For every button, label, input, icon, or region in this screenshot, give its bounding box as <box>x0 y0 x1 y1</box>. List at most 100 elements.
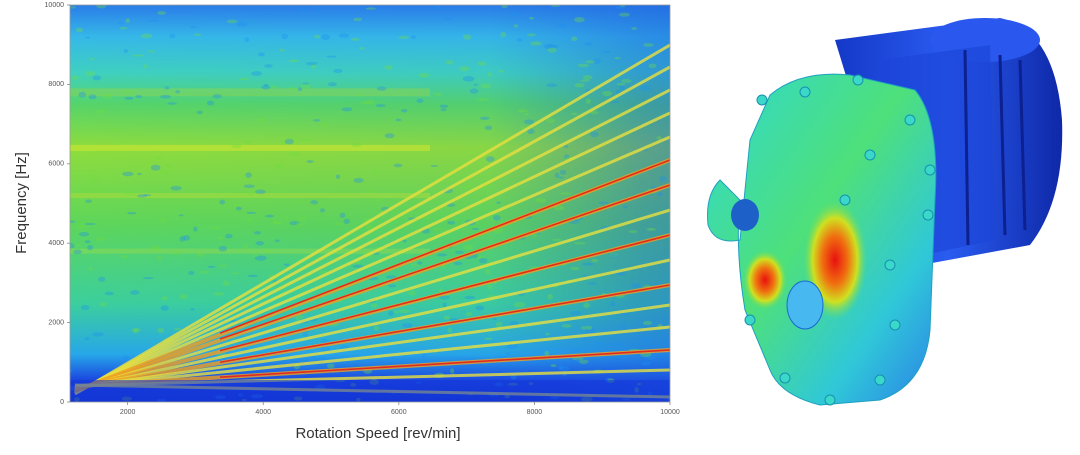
speckle <box>243 140 252 144</box>
speckle <box>610 300 616 307</box>
speckle <box>245 172 252 178</box>
speckle <box>154 156 163 160</box>
speckle <box>274 164 280 167</box>
speckle <box>143 64 148 69</box>
speckle <box>401 323 413 328</box>
speckle <box>602 90 613 97</box>
speckle <box>78 232 90 237</box>
speckle <box>640 85 651 92</box>
speckle <box>598 201 609 205</box>
order-line-core <box>219 349 670 378</box>
order-line <box>74 258 670 391</box>
speckle <box>219 199 226 205</box>
speckle <box>581 262 594 266</box>
speckle <box>288 151 300 157</box>
speckle <box>356 93 361 97</box>
speckle <box>408 290 417 296</box>
speckle <box>430 164 439 167</box>
speckle <box>315 6 320 11</box>
order-line <box>74 135 670 393</box>
speckle <box>232 203 242 207</box>
speckle <box>370 303 378 309</box>
speckle <box>385 275 397 279</box>
speckle <box>109 127 117 131</box>
speckle <box>255 189 266 194</box>
speckle <box>314 34 321 39</box>
speckle <box>418 72 430 78</box>
speckle <box>313 119 321 122</box>
order-line-core <box>219 184 670 340</box>
speckle <box>70 247 74 253</box>
speckle <box>193 226 198 232</box>
speckle <box>231 144 242 149</box>
speckle <box>279 139 286 145</box>
speckle <box>127 211 137 215</box>
speckle <box>517 109 528 113</box>
speckle <box>612 342 623 346</box>
speckle <box>189 25 197 29</box>
speckle <box>475 255 486 259</box>
speckle <box>305 61 318 66</box>
order-line <box>74 303 670 389</box>
speckle <box>247 274 258 278</box>
speckle <box>463 244 474 251</box>
speckle <box>376 86 387 91</box>
speckle <box>593 341 602 346</box>
speckle <box>92 75 102 81</box>
speckle <box>570 266 580 271</box>
speckle <box>443 315 451 320</box>
speckle <box>272 220 283 225</box>
speckle <box>183 235 191 241</box>
speckle <box>122 355 129 361</box>
speckle <box>583 302 591 309</box>
resonance-band <box>70 248 430 254</box>
speckle <box>71 75 79 80</box>
speckle <box>260 117 265 123</box>
speckle <box>179 236 186 242</box>
speckle <box>447 220 456 225</box>
speckle <box>558 366 570 371</box>
speckle <box>326 55 337 58</box>
speckle <box>580 79 590 82</box>
speckle <box>338 33 350 38</box>
speckle <box>558 176 565 179</box>
speckle <box>559 169 567 175</box>
y-tick-label: 0 <box>60 399 64 406</box>
x-tick-label: 8000 <box>527 409 543 416</box>
speckle <box>328 82 337 87</box>
speckle <box>253 253 259 258</box>
speckle <box>464 184 473 189</box>
speckle <box>393 310 399 314</box>
speckle <box>147 50 155 53</box>
speckle <box>616 82 626 86</box>
speckle <box>156 255 162 261</box>
shaft-hole <box>731 199 759 231</box>
speckle <box>179 293 188 300</box>
speckle <box>166 164 173 168</box>
speckle <box>469 88 479 94</box>
speckle <box>384 133 395 139</box>
speckle <box>587 282 598 285</box>
speckle <box>511 11 518 16</box>
speckle <box>578 359 589 364</box>
speckle <box>125 18 131 24</box>
speckle <box>281 33 289 40</box>
speckle <box>614 57 621 60</box>
speckle <box>123 48 128 54</box>
speckle <box>225 233 233 239</box>
speckle <box>453 261 463 266</box>
x-tick-label: 10000 <box>660 409 680 416</box>
speckle <box>535 198 547 203</box>
speckle <box>117 21 125 25</box>
speckle <box>433 92 443 96</box>
speckle <box>493 214 501 221</box>
speckle <box>602 50 611 53</box>
speckle <box>275 164 286 170</box>
x-tick-label: 6000 <box>391 409 407 416</box>
speckle <box>95 5 107 9</box>
speckle <box>375 104 386 108</box>
speckle <box>436 253 448 257</box>
speckle <box>550 364 557 368</box>
speckle <box>302 333 309 338</box>
speckle <box>350 37 360 41</box>
